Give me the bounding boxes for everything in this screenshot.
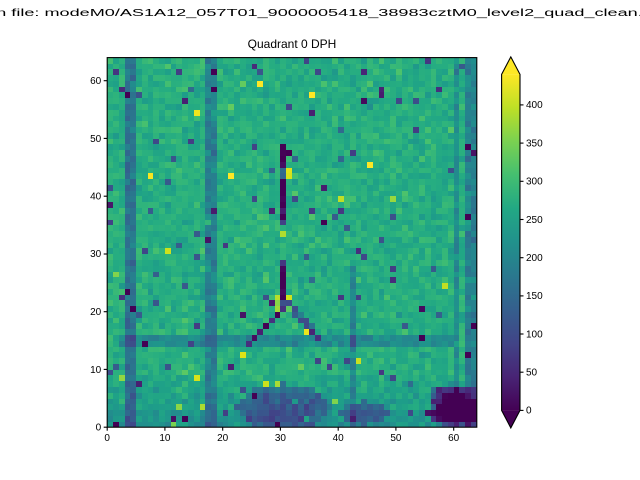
svg-text:Quadrant 0 DPH: Quadrant 0 DPH <box>248 37 337 51</box>
svg-text:0: 0 <box>104 433 110 444</box>
svg-text:50: 50 <box>390 433 402 444</box>
svg-text:0: 0 <box>526 406 532 417</box>
svg-text:250: 250 <box>526 215 543 226</box>
svg-text:200: 200 <box>526 253 543 264</box>
svg-text:10: 10 <box>90 365 102 376</box>
svg-text:150: 150 <box>526 291 543 302</box>
svg-text:40: 40 <box>333 433 345 444</box>
svg-text:0: 0 <box>96 423 102 434</box>
svg-text:50: 50 <box>90 134 102 145</box>
svg-text:60: 60 <box>90 76 102 87</box>
svg-text:40: 40 <box>90 192 102 203</box>
svg-text:300: 300 <box>526 177 543 188</box>
svg-text:60: 60 <box>448 433 460 444</box>
svg-text:30: 30 <box>275 433 287 444</box>
svg-text:100: 100 <box>526 329 543 340</box>
svg-text:20: 20 <box>217 433 229 444</box>
svg-text:20: 20 <box>90 307 102 318</box>
svg-text:30: 30 <box>90 249 102 260</box>
svg-text:400: 400 <box>526 100 543 111</box>
svg-text:50: 50 <box>526 368 538 379</box>
svg-text:350: 350 <box>526 138 543 149</box>
svg-text:10: 10 <box>159 433 171 444</box>
svg-text:Run file: modeM0/AS1A12_057T01: Run file: modeM0/AS1A12_057T01_900000541… <box>0 8 640 19</box>
